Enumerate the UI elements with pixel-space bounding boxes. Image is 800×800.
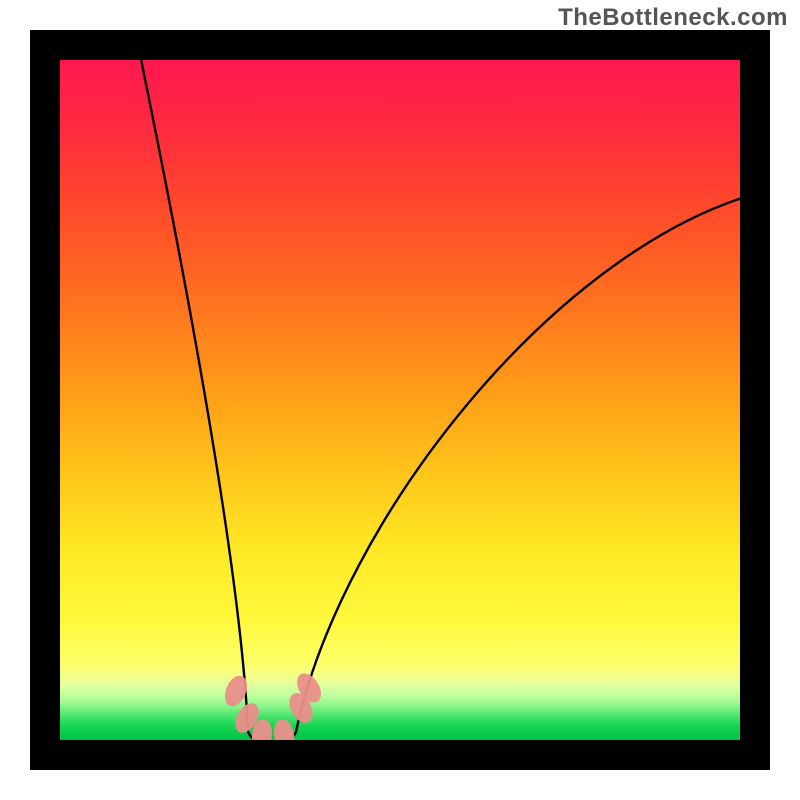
- chart-stage: TheBottleneck.com: [0, 0, 800, 800]
- watermark-text: TheBottleneck.com: [558, 4, 788, 32]
- chart-svg: [0, 0, 800, 800]
